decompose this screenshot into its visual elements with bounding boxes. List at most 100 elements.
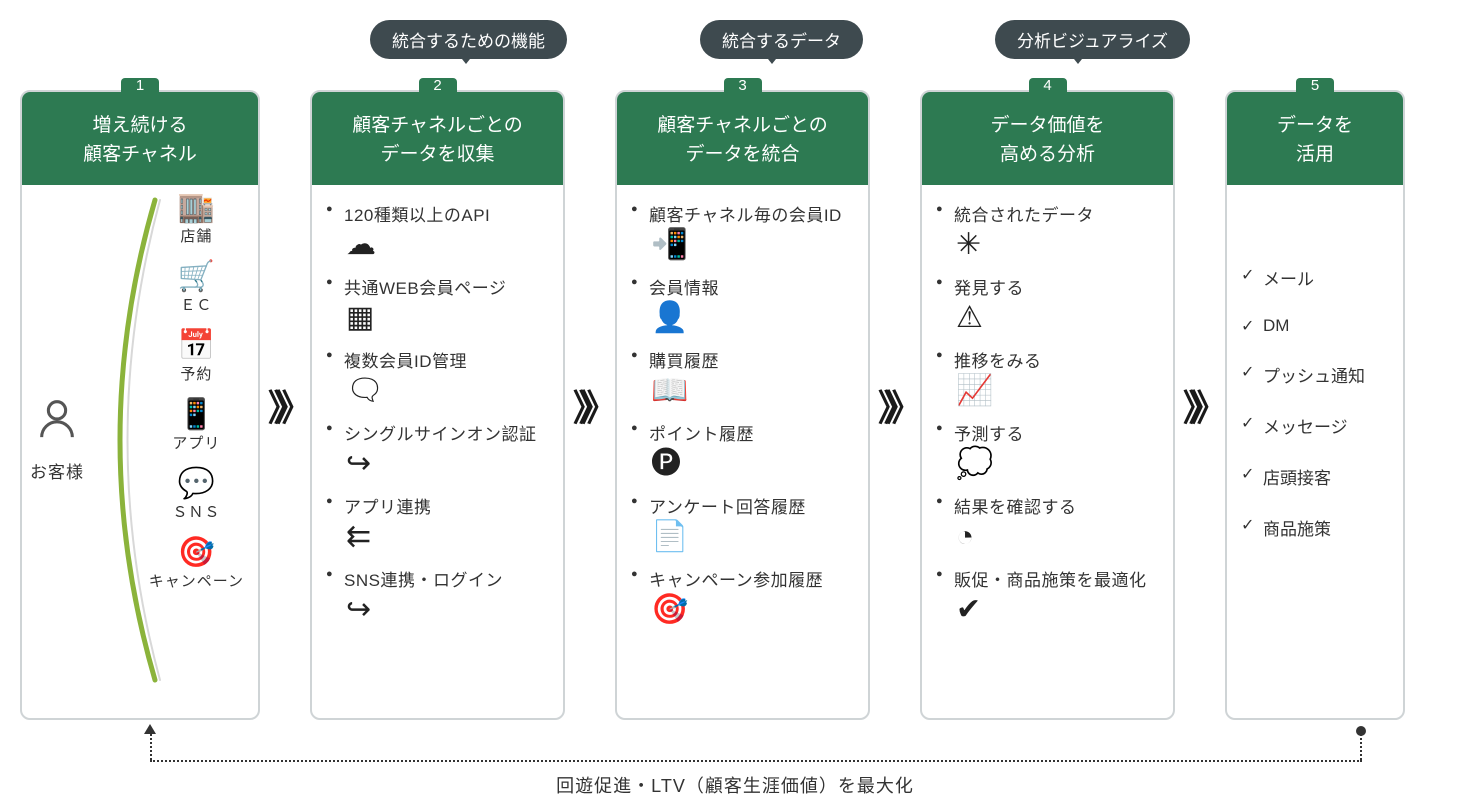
- channels-list: 🏬 店舗 🛒 ＥＣ 📅 予約 📱 アプリ: [149, 193, 244, 591]
- channel-app-label: アプリ: [149, 432, 244, 453]
- feedback-text: 回遊促進・LTV（顧客生涯価値）を最大化: [20, 772, 1450, 798]
- points-icon: 🅟: [651, 449, 854, 479]
- c5-item-product: 商品施策: [1241, 515, 1389, 540]
- diagram-root: 統合するための機能 統合するデータ 分析ビジュアライズ 1 増え続ける 顧客チャ…: [20, 20, 1450, 790]
- feedback-horizontal-line: [150, 760, 1362, 762]
- c4-item-discover-text: 発見する: [954, 274, 1159, 299]
- feedback-origin-dot-icon: [1356, 726, 1366, 736]
- target-icon: 🎯: [149, 538, 244, 568]
- webpage-icon: ▦: [346, 303, 549, 333]
- c2-item-snslogin: SNS連携・ログイン↪: [326, 566, 549, 625]
- pie-icon: ◔: [956, 522, 1159, 552]
- book-icon: 📖: [651, 376, 854, 406]
- card-1-body: お客様 🏬 店舗 🛒 ＥＣ 📅 予約: [22, 185, 258, 705]
- pill-pointer-4: [1070, 54, 1086, 64]
- c4-item-predict-text: 予測する: [954, 420, 1159, 445]
- c2-item-idmgmt: 複数会員ID管理 🗨: [326, 347, 549, 406]
- check-icon: ✔: [956, 595, 1159, 625]
- card-3-list: 顧客チャネル毎の会員ID 📲 会員情報 👤 購買履歴📖 ポイント履歴 🅟 アンケート回…: [631, 201, 854, 625]
- card-2-body: 120種類以上のAPI ☁ 共通WEB会員ページ ▦ 複数会員ID管理 🗨 シングルサ…: [312, 185, 563, 659]
- card-4-body: 統合されたデータ ✳ 発見する ⚠ 推移をみる📈 予測する💭 結果を確認する ◔ 販促…: [922, 185, 1173, 659]
- c5-item-instore: 店頭接客: [1241, 464, 1389, 489]
- c3-item-memberid: 顧客チャネル毎の会員ID 📲: [631, 201, 854, 260]
- arrow-1-2: 》》: [260, 90, 310, 720]
- c5-item-mail: メール: [1241, 265, 1389, 290]
- c2-item-sso-text: シングルサインオン認証: [344, 420, 549, 445]
- c4-item-integrated-text: 統合されたデータ: [954, 201, 1159, 226]
- c2-item-idmgmt-text: 複数会員ID管理: [344, 347, 549, 372]
- c5-item-push: プッシュ通知: [1241, 362, 1389, 387]
- card-1: 1 増え続ける 顧客チャネル お客様 🏬: [20, 90, 260, 720]
- arrow-4-5: 》》: [1175, 90, 1225, 720]
- card-1-header: 増え続ける 顧客チャネル: [22, 92, 258, 185]
- target2-icon: 🎯: [651, 595, 854, 625]
- store-icon: 🏬: [149, 193, 244, 223]
- feedback-loop: 回遊促進・LTV（顧客生涯価値）を最大化: [20, 730, 1450, 790]
- card-5-header: データを 活用: [1227, 92, 1403, 185]
- card-4-header: データ価値を 高める分析: [922, 92, 1173, 185]
- document-icon: 📄: [651, 522, 854, 552]
- pill-label-4: 分析ビジュアライズ: [995, 20, 1190, 59]
- c3-item-survey-text: アンケート回答履歴: [649, 493, 854, 518]
- mobile-qr-icon: 📲: [651, 230, 854, 260]
- c4-item-trend: 推移をみる📈: [936, 347, 1159, 406]
- card-4: 4 データ価値を 高める分析 統合されたデータ✳ 発見する⚠ 推移をみる📈 予測…: [920, 90, 1175, 720]
- channel-campaign-label: キャンペーン: [149, 570, 244, 591]
- profile-icon: 👤: [651, 303, 854, 333]
- c4-item-verify-text: 結果を確認する: [954, 493, 1159, 518]
- c2-item-snslogin-text: SNS連携・ログイン: [344, 566, 549, 591]
- phone-icon: 📱: [149, 400, 244, 430]
- customer-block: お客様: [30, 395, 84, 483]
- channel-store: 🏬 店舗: [149, 193, 244, 246]
- c3-item-purchase: 購買履歴📖: [631, 347, 854, 406]
- c2-item-applink-text: アプリ連携: [344, 493, 549, 518]
- id-bubbles-icon: 🗨: [346, 376, 549, 406]
- c4-item-optimize: 販促・商品施策を最適化 ✔: [936, 566, 1159, 625]
- cloud-api-icon: ☁: [346, 230, 549, 260]
- c3-item-points: ポイント履歴 🅟: [631, 420, 854, 479]
- channel-sns-label: ＳＮＳ: [149, 501, 244, 522]
- card-2-header: 顧客チャネルごとの データを収集: [312, 92, 563, 185]
- card-1-title-2: 顧客チャネル: [83, 144, 197, 165]
- person-icon: [30, 395, 84, 452]
- c2-item-webpage: 共通WEB会員ページ ▦: [326, 274, 549, 333]
- c5-item-dm: DM: [1241, 316, 1389, 336]
- card-5-list: メール DM プッシュ通知 メッセージ 店頭接客 商品施策: [1241, 265, 1389, 540]
- c3-item-memberinfo-text: 会員情報: [649, 274, 854, 299]
- c4-item-discover: 発見する ⚠: [936, 274, 1159, 333]
- channel-reservation-label: 予約: [149, 363, 244, 384]
- c3-item-campaign: キャンペーン参加履歴 🎯: [631, 566, 854, 625]
- login-icon: ↪: [346, 449, 549, 479]
- c3-item-memberinfo: 会員情報 👤: [631, 274, 854, 333]
- feedback-vertical-left: [150, 730, 152, 760]
- c2-item-applink: アプリ連携 ⇇: [326, 493, 549, 552]
- converge-icon: ✳: [956, 230, 1159, 260]
- arrow-3-4: 》》: [870, 90, 920, 720]
- channel-campaign: 🎯 キャンペーン: [149, 538, 244, 591]
- cart-icon: 🛒: [149, 262, 244, 292]
- c4-item-integrated: 統合されたデータ ✳: [936, 201, 1159, 260]
- c3-item-survey: アンケート回答履歴 📄: [631, 493, 854, 552]
- channel-store-label: 店舗: [149, 225, 244, 246]
- card-5-title-2: 活用: [1296, 144, 1334, 165]
- card-3-header: 顧客チャネルごとの データを統合: [617, 92, 868, 185]
- warning-icon: ⚠: [956, 303, 1159, 333]
- c3-item-campaign-text: キャンペーン参加履歴: [649, 566, 854, 591]
- c2-item-webpage-text: 共通WEB会員ページ: [344, 274, 549, 299]
- c2-item-sso: シングルサインオン認証 ↪: [326, 420, 549, 479]
- card-3-title-2: データを統合: [685, 144, 799, 165]
- pill-pointer-3: [764, 54, 780, 64]
- c2-item-api-text: 120種類以上のAPI: [344, 201, 549, 226]
- card-3-body: 顧客チャネル毎の会員ID 📲 会員情報 👤 購買履歴📖 ポイント履歴 🅟 アンケート回…: [617, 185, 868, 659]
- c4-item-predict: 予測する💭: [936, 420, 1159, 479]
- card-2-list: 120種類以上のAPI ☁ 共通WEB会員ページ ▦ 複数会員ID管理 🗨 シングルサ…: [326, 201, 549, 625]
- columns-row: 1 増え続ける 顧客チャネル お客様 🏬: [20, 90, 1450, 720]
- calendar-icon: 📅: [149, 331, 244, 361]
- card-2: 2 顧客チャネルごとの データを収集 120種類以上のAPI☁ 共通WEB会員ペ…: [310, 90, 565, 720]
- c3-item-memberid-text: 顧客チャネル毎の会員ID: [649, 201, 854, 226]
- c4-item-optimize-text: 販促・商品施策を最適化: [954, 566, 1159, 591]
- c3-item-points-text: ポイント履歴: [649, 420, 854, 445]
- card-2-title-1: 顧客チャネルごとの: [352, 115, 523, 136]
- card-5-body: メール DM プッシュ通知 メッセージ 店頭接客 商品施策: [1227, 185, 1403, 586]
- link-icon: ⇇: [346, 522, 549, 552]
